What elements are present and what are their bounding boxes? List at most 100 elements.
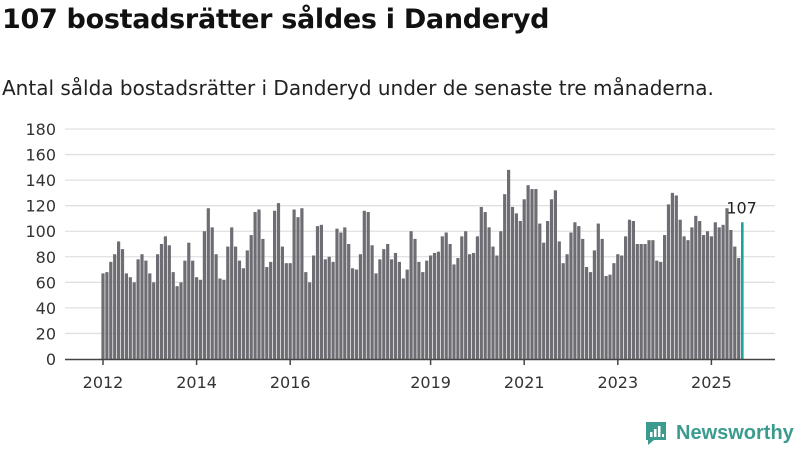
bar xyxy=(600,238,604,359)
bar xyxy=(725,208,729,359)
x-tick-label: 2012 xyxy=(83,373,124,392)
bar xyxy=(159,244,164,359)
bar xyxy=(643,244,647,359)
bar xyxy=(390,259,394,359)
bar xyxy=(101,273,105,359)
bar xyxy=(503,194,507,359)
bar xyxy=(120,249,125,359)
bar xyxy=(616,254,620,359)
bar xyxy=(526,185,530,359)
bar xyxy=(639,244,643,359)
bar xyxy=(471,252,476,359)
bar xyxy=(569,232,573,359)
bar xyxy=(105,272,109,359)
bar xyxy=(292,209,296,359)
bar xyxy=(631,221,635,359)
bar xyxy=(561,263,565,359)
bar xyxy=(534,189,538,359)
bar xyxy=(156,254,160,359)
y-tick-label: 20 xyxy=(36,324,56,343)
bar xyxy=(265,267,269,359)
bar xyxy=(218,278,222,359)
bar xyxy=(635,244,639,359)
bar xyxy=(694,215,698,359)
bar xyxy=(620,255,624,359)
bar xyxy=(678,219,682,359)
bar xyxy=(296,217,300,359)
bar xyxy=(705,231,710,359)
bar xyxy=(522,199,526,359)
bar xyxy=(226,246,230,359)
y-tick-label: 180 xyxy=(25,120,56,139)
bar xyxy=(429,255,433,359)
bar xyxy=(327,256,331,359)
bar xyxy=(405,269,409,359)
bar xyxy=(530,189,534,359)
bar xyxy=(191,260,195,359)
x-tick-label: 2025 xyxy=(691,373,732,392)
bar xyxy=(319,224,323,359)
bar xyxy=(608,274,612,359)
bar xyxy=(273,210,277,359)
bar xyxy=(253,212,257,359)
newsworthy-logo-icon xyxy=(646,422,666,445)
bar xyxy=(378,259,382,359)
bar xyxy=(128,277,132,359)
bar xyxy=(167,245,171,359)
bar xyxy=(436,251,440,359)
chart-title: 107 bostadsrätter såldes i Danderyd xyxy=(2,4,550,35)
x-tick-label: 2014 xyxy=(176,373,217,392)
bar xyxy=(343,227,347,359)
bar xyxy=(140,254,144,359)
bar xyxy=(624,236,628,359)
bar xyxy=(132,282,136,359)
bar xyxy=(374,273,378,359)
bar xyxy=(588,272,593,359)
bar-latest xyxy=(741,222,744,359)
bar xyxy=(276,203,281,359)
bar xyxy=(663,235,667,359)
bar xyxy=(187,242,191,359)
bar xyxy=(300,208,304,359)
bar xyxy=(456,258,460,359)
bar xyxy=(499,231,503,359)
bar xyxy=(721,224,725,359)
bar xyxy=(331,261,335,359)
bar xyxy=(655,260,659,359)
bar xyxy=(354,269,359,359)
bar xyxy=(612,263,616,359)
bar xyxy=(195,277,199,359)
newsworthy-logo-text: Newsworthy xyxy=(676,421,794,444)
bar xyxy=(659,261,663,359)
bar xyxy=(358,254,362,359)
bar xyxy=(245,250,249,359)
bar xyxy=(339,232,343,359)
bar xyxy=(152,282,156,359)
bar xyxy=(464,231,468,359)
bar xyxy=(163,236,167,359)
chart-subtitle: Antal sålda bostadsrätter i Danderyd und… xyxy=(2,76,714,100)
bar xyxy=(222,279,226,359)
bar xyxy=(674,195,678,359)
y-tick-label: 140 xyxy=(25,171,56,190)
bar xyxy=(351,268,355,359)
bar xyxy=(483,212,487,359)
bar xyxy=(175,286,179,359)
bar xyxy=(237,260,242,359)
y-tick-label: 60 xyxy=(36,273,56,292)
bar xyxy=(577,226,581,359)
bar xyxy=(686,240,690,359)
bar xyxy=(698,221,702,359)
bar xyxy=(308,282,312,359)
y-tick-label: 0 xyxy=(46,350,56,369)
bar xyxy=(109,261,113,359)
bar xyxy=(409,231,413,359)
bar xyxy=(230,227,234,359)
bar xyxy=(733,246,737,359)
bar xyxy=(284,263,288,359)
bar xyxy=(269,261,273,359)
bar xyxy=(304,272,308,359)
bar xyxy=(206,208,210,359)
bar xyxy=(468,254,472,359)
